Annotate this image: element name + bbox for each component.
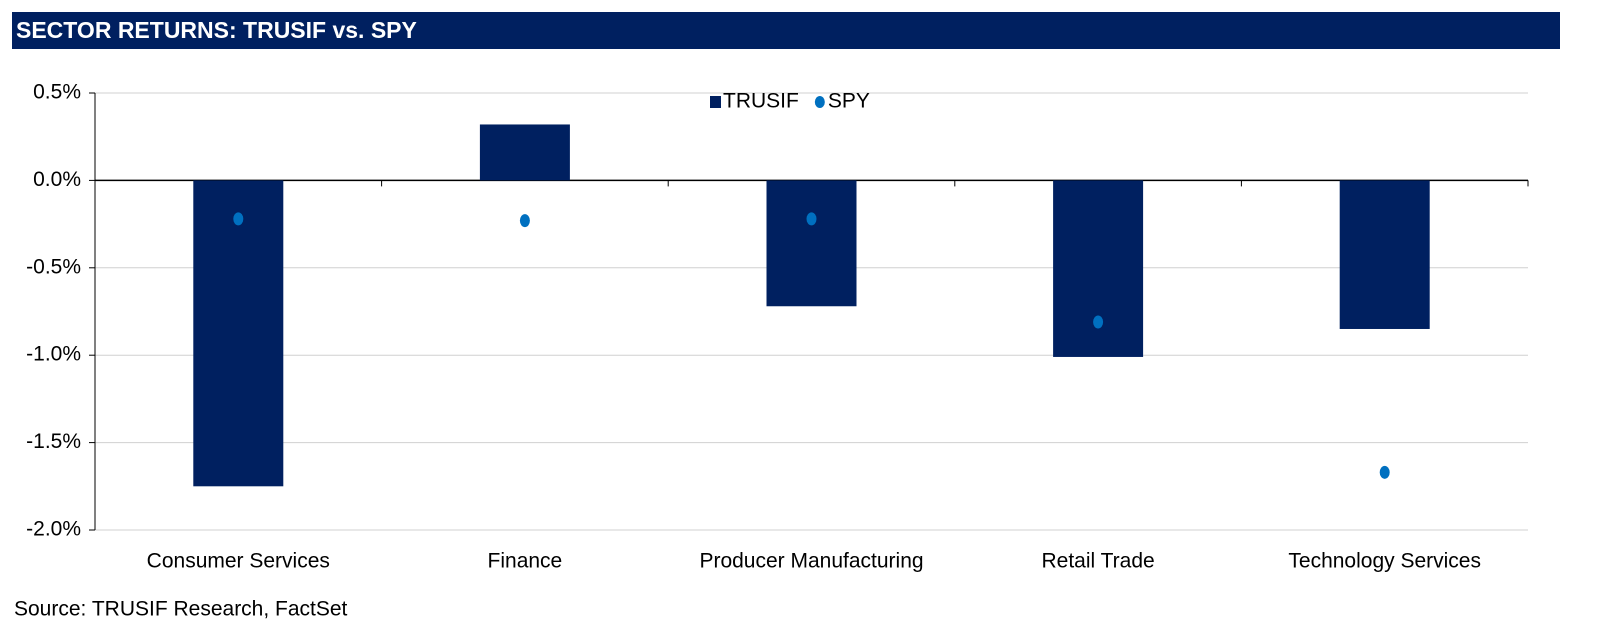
bar [766,180,857,307]
dot [1093,315,1104,329]
y-tick-label: -0.5% [26,255,81,278]
x-tick-label: Technology Services [1288,550,1481,573]
legend-swatch [814,96,825,108]
y-tick-label: 0.5% [33,81,81,104]
y-tick-label: -1.5% [26,430,81,453]
dot [519,214,530,228]
legend-label: SPY [828,90,870,113]
legend-label: TRUSIF [723,90,799,113]
source-note: Source: TRUSIF Research, FactSet [14,598,348,621]
dot [806,212,817,226]
bar [1339,180,1430,329]
x-tick-label: Producer Manufacturing [699,550,923,573]
bar [479,124,570,181]
x-tick-label: Finance [488,550,563,573]
x-tick-label: Consumer Services [147,550,330,573]
legend-swatch [710,96,721,108]
y-tick-label: 0.0% [33,168,81,191]
x-tick-label: Retail Trade [1041,550,1154,573]
chart-title: SECTOR RETURNS: TRUSIF vs. SPY [16,17,417,43]
bar [193,180,284,487]
y-tick-label: -1.0% [26,343,81,366]
dot [233,212,244,226]
y-tick-label: -2.0% [26,518,81,541]
dot [1379,465,1390,479]
bar [1053,180,1144,357]
title-bar [12,12,1560,49]
